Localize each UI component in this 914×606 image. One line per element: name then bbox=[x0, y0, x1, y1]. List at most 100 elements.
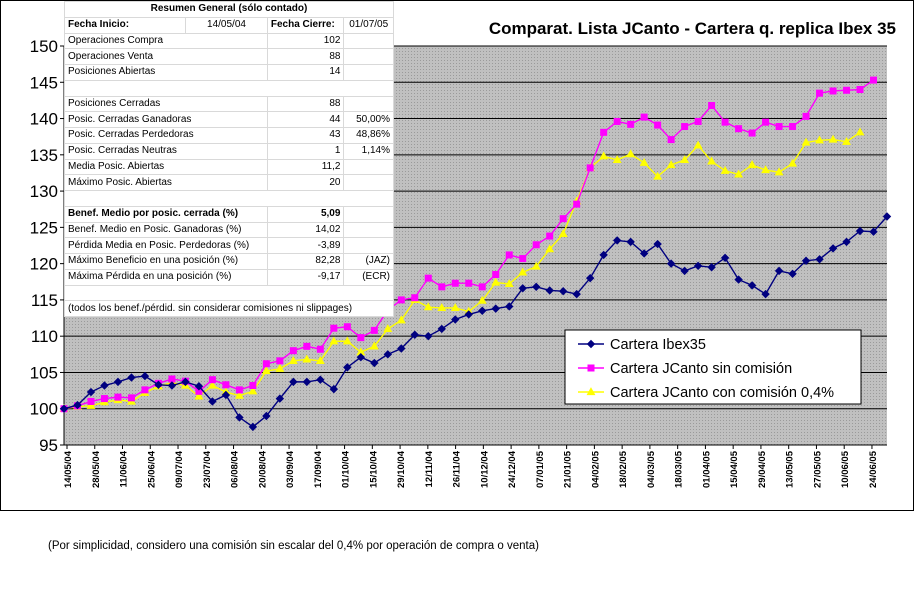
data-point bbox=[276, 357, 284, 365]
data-point bbox=[396, 315, 406, 324]
data-point bbox=[585, 273, 595, 283]
data-point bbox=[100, 395, 108, 403]
data-point bbox=[816, 89, 824, 97]
benef-medio-label: Benef. Medio por posic. cerrada (%) bbox=[64, 205, 268, 223]
data-point bbox=[788, 269, 797, 278]
x-tick-label: 24/06/05 bbox=[868, 450, 879, 488]
y-tick-label: 150 bbox=[30, 37, 58, 56]
benef-medio-pct bbox=[343, 205, 394, 223]
data-point bbox=[464, 310, 473, 319]
data-point bbox=[504, 279, 514, 288]
data-point bbox=[693, 261, 703, 271]
data-point bbox=[855, 226, 865, 236]
data-point bbox=[234, 390, 244, 399]
series-1 bbox=[60, 76, 878, 413]
summary-row-label: Máximo Beneficio en una posición (%) bbox=[64, 253, 268, 270]
data-point bbox=[626, 149, 636, 158]
data-point bbox=[369, 341, 379, 350]
data-point bbox=[248, 422, 258, 432]
summary-row-extra bbox=[343, 174, 394, 191]
x-tick-label: 25/06/04 bbox=[146, 450, 157, 488]
summary-row-label: Posic. Cerradas Neutras bbox=[64, 142, 268, 160]
data-point bbox=[600, 128, 608, 136]
data-point bbox=[410, 330, 419, 339]
y-tick-label: 100 bbox=[30, 400, 58, 419]
summary-row-value: 44 bbox=[266, 111, 345, 128]
data-point bbox=[653, 171, 663, 180]
data-point bbox=[532, 282, 541, 292]
data-point bbox=[383, 350, 393, 359]
data-point bbox=[505, 302, 514, 311]
data-point bbox=[545, 244, 555, 253]
data-point bbox=[423, 302, 433, 311]
spacer-row bbox=[64, 190, 394, 207]
x-tick-label: 21/01/05 bbox=[563, 450, 574, 488]
data-point bbox=[262, 411, 271, 421]
summary-row-extra: (JAZ) bbox=[343, 253, 394, 270]
data-point bbox=[113, 377, 123, 387]
data-point bbox=[87, 397, 95, 405]
summary-row-label: Media Posic. Abiertas bbox=[64, 158, 268, 176]
data-point bbox=[815, 135, 824, 144]
x-tick-label: 29/10/04 bbox=[396, 450, 407, 488]
data-point bbox=[626, 237, 635, 247]
summary-row: Posiciones Cerradas 88 bbox=[64, 95, 394, 113]
summary-row-value: 82,28 bbox=[266, 253, 345, 270]
summary-row-extra bbox=[343, 64, 394, 81]
summary-row: Media Posic. Abiertas 11,2 bbox=[64, 158, 394, 176]
data-point bbox=[343, 363, 352, 372]
spacer-row bbox=[64, 284, 394, 302]
x-tick-label: 07/01/05 bbox=[535, 450, 546, 488]
x-tick-label: 28/05/04 bbox=[91, 450, 102, 488]
x-tick-label: 10/12/04 bbox=[479, 450, 490, 488]
legend-box bbox=[564, 329, 862, 405]
legend-marker bbox=[586, 387, 596, 396]
data-point bbox=[734, 275, 743, 284]
data-point bbox=[640, 113, 648, 121]
data-point bbox=[491, 277, 501, 286]
x-tick-label: 27/05/05 bbox=[812, 450, 823, 488]
data-point bbox=[343, 323, 351, 331]
data-point bbox=[154, 380, 163, 389]
data-point bbox=[680, 266, 689, 276]
summary-row: Posic. Cerradas Ganadoras 44 50,00% bbox=[64, 111, 394, 128]
x-tick-label: 10/06/05 bbox=[840, 450, 851, 488]
data-point bbox=[208, 376, 216, 384]
summary-row-label: Posic. Cerradas Ganadoras bbox=[64, 111, 268, 128]
data-point bbox=[86, 401, 96, 409]
data-point bbox=[667, 136, 675, 144]
data-point bbox=[168, 375, 176, 383]
data-point bbox=[828, 134, 838, 143]
data-point bbox=[316, 345, 324, 353]
data-point bbox=[261, 366, 271, 375]
summary-row-value: 102 bbox=[266, 32, 345, 50]
x-tick-label: 17/09/04 bbox=[313, 450, 324, 488]
data-point bbox=[842, 136, 851, 145]
data-point bbox=[302, 354, 312, 363]
summary-row-extra bbox=[343, 32, 394, 50]
x-tick-label: 24/12/04 bbox=[507, 450, 518, 488]
summary-row: Operaciones Venta 88 bbox=[64, 48, 394, 65]
y-tick-label: 130 bbox=[30, 182, 58, 201]
summary-row-extra: 50,00% bbox=[343, 111, 394, 128]
data-point bbox=[639, 249, 649, 258]
data-point bbox=[613, 117, 621, 125]
data-point bbox=[438, 283, 446, 291]
data-point bbox=[207, 380, 217, 389]
data-point bbox=[262, 360, 270, 368]
data-point bbox=[289, 377, 298, 387]
summary-row-value: 43 bbox=[266, 127, 345, 144]
summary-note: (todos los benef./pérdid. sin considerar… bbox=[64, 300, 394, 317]
data-point bbox=[127, 373, 136, 382]
data-point bbox=[708, 101, 716, 109]
summary-row-label: Máximo Posic. Abiertas bbox=[64, 174, 268, 191]
data-point bbox=[573, 200, 581, 208]
data-point bbox=[815, 255, 824, 264]
data-point bbox=[397, 296, 405, 304]
data-point bbox=[370, 358, 379, 368]
y-tick-label: 135 bbox=[30, 146, 58, 165]
data-point bbox=[694, 117, 702, 125]
x-tick-label: 14/05/04 bbox=[63, 450, 74, 488]
data-point bbox=[721, 118, 729, 126]
data-point bbox=[707, 263, 716, 272]
